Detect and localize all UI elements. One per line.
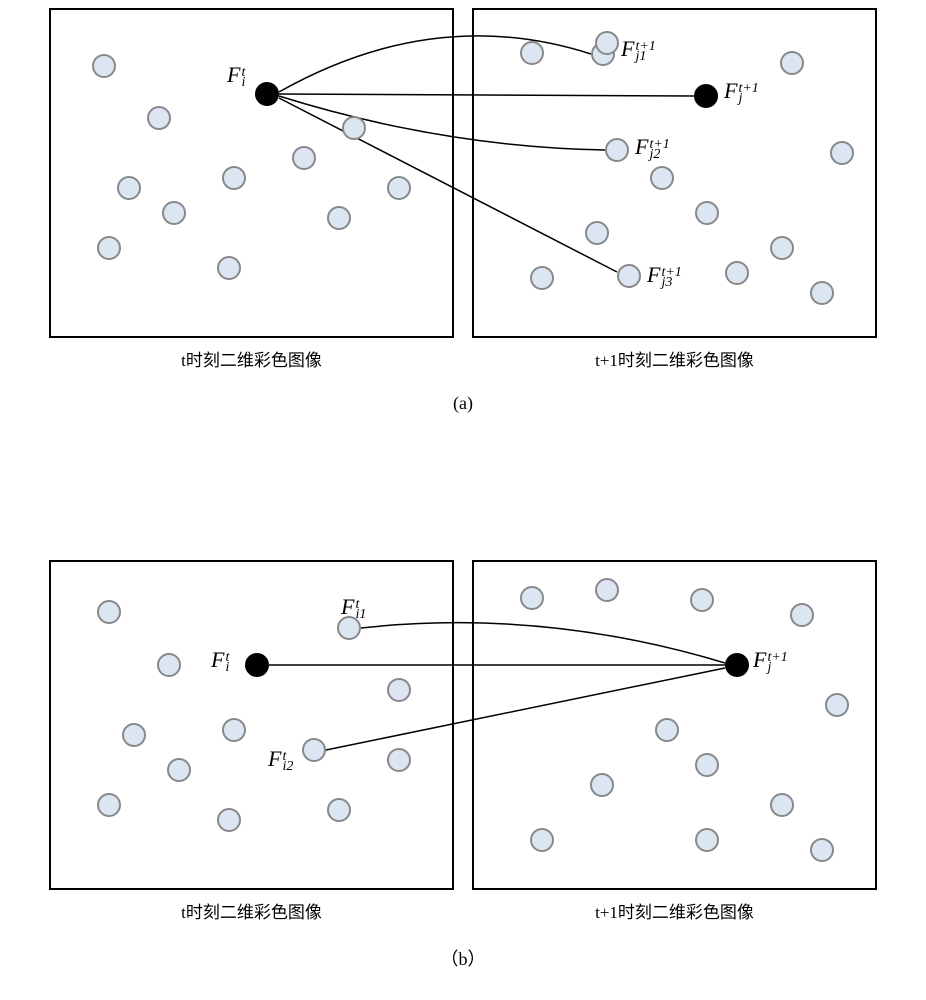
scatter-dot bbox=[725, 261, 749, 285]
scatter-dot bbox=[695, 753, 719, 777]
scatter-dot bbox=[387, 176, 411, 200]
node-fj bbox=[725, 653, 749, 677]
scatter-dot bbox=[770, 793, 794, 817]
scatter-dot bbox=[147, 106, 171, 130]
scatter-dot bbox=[695, 828, 719, 852]
node-fj bbox=[694, 84, 718, 108]
scatter-dot bbox=[530, 266, 554, 290]
scatter-dot bbox=[122, 723, 146, 747]
node-fj2 bbox=[605, 138, 629, 162]
scatter-dot bbox=[530, 828, 554, 852]
scatter-dot bbox=[327, 206, 351, 230]
scatter-dot bbox=[655, 718, 679, 742]
label-fi1: Fti1 bbox=[341, 594, 366, 620]
scatter-dot bbox=[780, 51, 804, 75]
scatter-dot bbox=[810, 838, 834, 862]
scatter-dot bbox=[117, 176, 141, 200]
label-fj1: Ft+1j1 bbox=[621, 36, 656, 62]
scatter-dot bbox=[217, 256, 241, 280]
subfigure-label-b: （b） bbox=[49, 945, 877, 971]
scatter-dot bbox=[770, 236, 794, 260]
scatter-dot bbox=[217, 808, 241, 832]
scatter-dot bbox=[585, 221, 609, 245]
caption-left: t时刻二维彩色图像 bbox=[162, 346, 342, 371]
scatter-dot bbox=[97, 793, 121, 817]
scatter-dot bbox=[222, 166, 246, 190]
scatter-dot bbox=[92, 54, 116, 78]
scatter-dot bbox=[830, 141, 854, 165]
scatter-dot bbox=[520, 41, 544, 65]
scatter-dot bbox=[162, 201, 186, 225]
node-fi2 bbox=[302, 738, 326, 762]
label-fi: Fti bbox=[227, 62, 245, 88]
scatter-dot bbox=[97, 600, 121, 624]
subfigure-label-a: (a) bbox=[49, 393, 877, 414]
scatter-dot bbox=[387, 678, 411, 702]
scatter-dot bbox=[97, 236, 121, 260]
caption-right: t+1时刻二维彩色图像 bbox=[575, 898, 775, 923]
label-fi2: Fti2 bbox=[268, 746, 293, 772]
label-fj2: Ft+1j2 bbox=[635, 134, 670, 160]
figure-a: Fti Ft+1j Ft+1j1 Ft+1j2 Ft+1j3 t时刻二维彩色图像… bbox=[49, 8, 877, 428]
label-fj: Ft+1j bbox=[753, 647, 788, 673]
node-fi bbox=[255, 82, 279, 106]
scatter-dot bbox=[222, 718, 246, 742]
node-fj3 bbox=[617, 264, 641, 288]
scatter-dot bbox=[292, 146, 316, 170]
caption-left: t时刻二维彩色图像 bbox=[162, 898, 342, 923]
scatter-dot bbox=[790, 603, 814, 627]
scatter-dot bbox=[825, 693, 849, 717]
label-fi: Fti bbox=[211, 647, 229, 673]
scatter-dot bbox=[387, 748, 411, 772]
scatter-dot bbox=[650, 166, 674, 190]
scatter-dot bbox=[327, 798, 351, 822]
scatter-dot bbox=[520, 586, 544, 610]
caption-right: t+1时刻二维彩色图像 bbox=[575, 346, 775, 371]
scatter-dot bbox=[590, 773, 614, 797]
scatter-dot bbox=[690, 588, 714, 612]
scatter-dot bbox=[157, 653, 181, 677]
scatter-dot bbox=[342, 116, 366, 140]
scatter-dot bbox=[695, 201, 719, 225]
node-fi bbox=[245, 653, 269, 677]
label-fj3: Ft+1j3 bbox=[647, 262, 682, 288]
scatter-dot bbox=[810, 281, 834, 305]
scatter-dot bbox=[595, 578, 619, 602]
figure-b: Fti Ft+1j Fti1 Fti2 t时刻二维彩色图像 t+1时刻二维彩色图… bbox=[49, 560, 877, 980]
scatter-dot bbox=[595, 31, 619, 55]
label-fj: Ft+1j bbox=[724, 78, 759, 104]
scatter-dot bbox=[167, 758, 191, 782]
